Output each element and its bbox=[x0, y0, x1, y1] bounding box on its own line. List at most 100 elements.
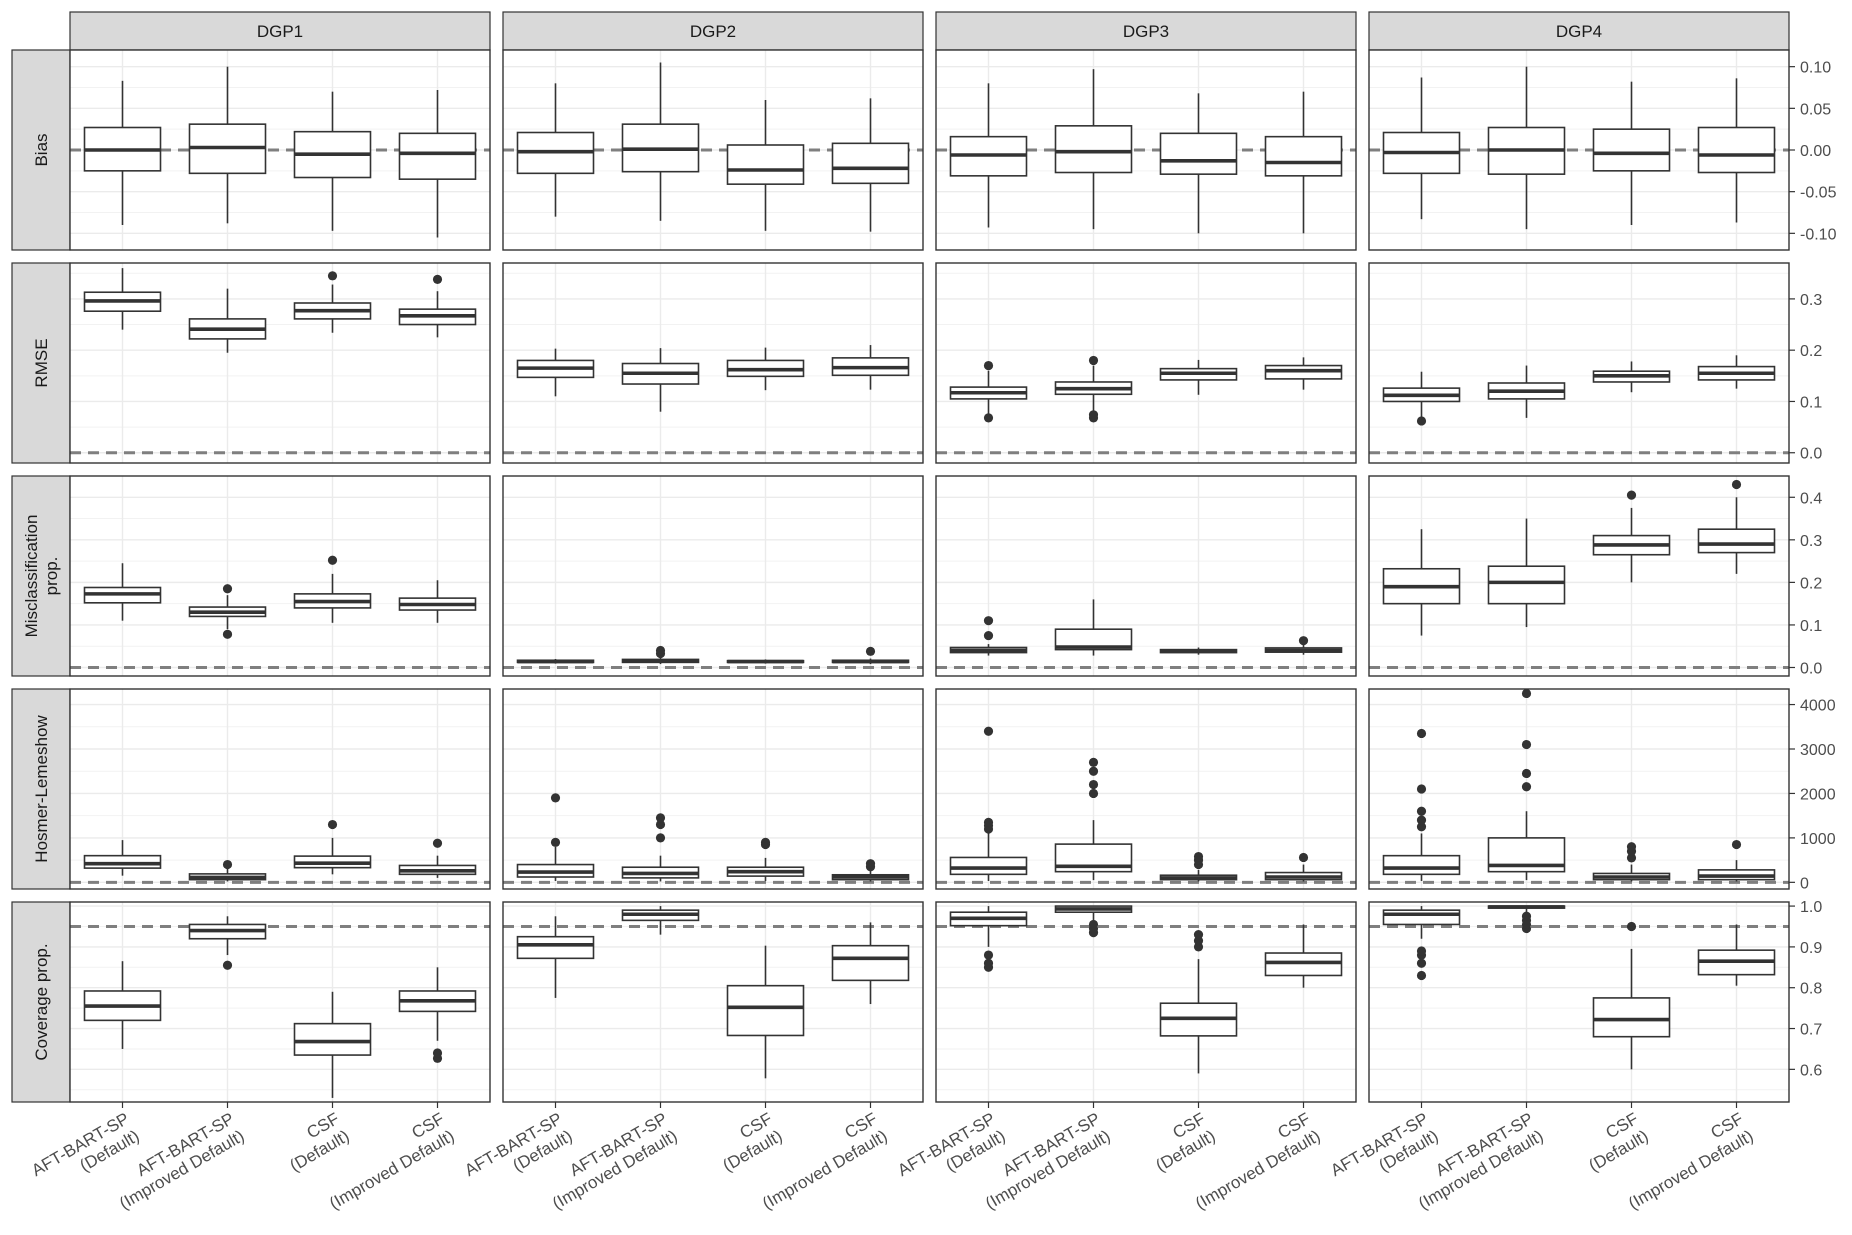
box-iqr bbox=[398, 132, 477, 180]
box-iqr bbox=[1159, 132, 1238, 175]
y-tick-label: 0.2 bbox=[1800, 575, 1822, 592]
outlier-point bbox=[1088, 779, 1099, 790]
box-iqr bbox=[1697, 126, 1776, 174]
y-tick-label: 0.6 bbox=[1800, 1062, 1822, 1079]
panel-background bbox=[503, 902, 923, 1102]
boxplot bbox=[1487, 365, 1566, 418]
y-tick-label: 2000 bbox=[1800, 786, 1836, 803]
outlier-point bbox=[432, 1048, 443, 1058]
outlier-point bbox=[1521, 768, 1532, 779]
row-strip bbox=[11, 475, 71, 677]
y-tick-label: 0.3 bbox=[1800, 292, 1822, 309]
boxplot bbox=[621, 906, 700, 935]
boxplot bbox=[83, 268, 162, 330]
panel bbox=[1368, 901, 1790, 1103]
boxplot bbox=[621, 645, 700, 665]
box-iqr bbox=[293, 1022, 372, 1056]
y-tick-label: 1.0 bbox=[1800, 899, 1822, 916]
outlier-point bbox=[865, 646, 876, 656]
row-strip bbox=[11, 49, 71, 251]
outlier-point bbox=[760, 837, 771, 847]
panel-border bbox=[502, 262, 924, 464]
outlier-point bbox=[1521, 739, 1532, 750]
box-iqr bbox=[1054, 125, 1133, 174]
boxplot bbox=[949, 726, 1028, 881]
outlier-point bbox=[1626, 842, 1637, 852]
row-strip-label-line: RMSE bbox=[32, 338, 51, 387]
boxplot bbox=[1697, 924, 1776, 986]
boxplot bbox=[831, 98, 910, 232]
box-iqr bbox=[1592, 997, 1671, 1038]
panel-border bbox=[935, 475, 1357, 677]
panel-background bbox=[936, 902, 1356, 1102]
boxplot bbox=[949, 616, 1028, 656]
boxplot bbox=[188, 66, 267, 224]
outlier-point bbox=[983, 817, 994, 827]
panel-background bbox=[936, 689, 1356, 889]
boxplot bbox=[1159, 359, 1238, 395]
box-iqr bbox=[1264, 135, 1343, 177]
outlier-point bbox=[1416, 806, 1427, 816]
outlier-point bbox=[983, 958, 994, 968]
boxplot bbox=[1054, 69, 1133, 230]
outlier-point bbox=[1416, 784, 1427, 794]
boxplot bbox=[1264, 91, 1343, 234]
boxplot bbox=[1592, 81, 1671, 225]
boxplot bbox=[83, 840, 162, 876]
boxplot bbox=[1159, 851, 1238, 882]
boxplot bbox=[516, 83, 595, 217]
boxplot bbox=[1382, 728, 1461, 881]
outlier-point bbox=[655, 645, 666, 656]
panel bbox=[1368, 262, 1790, 464]
panel-background bbox=[936, 263, 1356, 463]
boxplot bbox=[293, 819, 372, 875]
outlier-point bbox=[1088, 788, 1099, 799]
panel-border bbox=[1368, 901, 1790, 1103]
box-iqr bbox=[1382, 854, 1461, 876]
outlier-point bbox=[1731, 479, 1742, 490]
outlier-point bbox=[655, 813, 666, 823]
box-iqr bbox=[1487, 565, 1566, 605]
box-iqr bbox=[1592, 128, 1671, 172]
y-tick-label: 0 bbox=[1800, 875, 1809, 892]
outlier-point bbox=[865, 859, 876, 869]
boxplot bbox=[831, 859, 910, 882]
outlier-point bbox=[1626, 921, 1637, 932]
panel bbox=[69, 262, 491, 464]
outlier-point bbox=[327, 271, 338, 281]
y-tick-label: 0.10 bbox=[1800, 60, 1831, 77]
panel-border bbox=[69, 262, 491, 464]
boxplot bbox=[293, 271, 372, 333]
panel bbox=[502, 901, 924, 1103]
outlier-point bbox=[1521, 688, 1532, 699]
boxplot bbox=[831, 345, 910, 390]
y-tick-label: 0.4 bbox=[1800, 490, 1822, 507]
boxplot bbox=[621, 62, 700, 221]
outlier-point bbox=[1416, 416, 1427, 426]
boxplot bbox=[1697, 839, 1776, 882]
boxplot bbox=[1382, 371, 1461, 426]
y-tick-label: 0.00 bbox=[1800, 143, 1831, 160]
boxplot bbox=[1264, 924, 1343, 988]
outlier-point bbox=[655, 833, 666, 843]
boxplot bbox=[188, 288, 267, 353]
panel bbox=[502, 475, 924, 677]
boxplot bbox=[1697, 355, 1776, 389]
panel bbox=[69, 901, 491, 1103]
boxplot bbox=[1592, 921, 1671, 1070]
boxplot bbox=[398, 967, 477, 1063]
outlier-point bbox=[1298, 852, 1309, 863]
box-iqr bbox=[726, 984, 805, 1037]
outlier-point bbox=[983, 413, 994, 423]
boxplot bbox=[398, 274, 477, 338]
boxplot bbox=[726, 100, 805, 231]
panel-border bbox=[69, 475, 491, 677]
panel-background bbox=[1369, 902, 1789, 1102]
panel bbox=[935, 688, 1357, 890]
panel-border bbox=[502, 901, 924, 1103]
boxplot bbox=[1264, 636, 1343, 655]
row-strip-label-line: prop. bbox=[42, 557, 61, 596]
column-strip bbox=[502, 11, 924, 51]
boxplot bbox=[949, 83, 1028, 228]
